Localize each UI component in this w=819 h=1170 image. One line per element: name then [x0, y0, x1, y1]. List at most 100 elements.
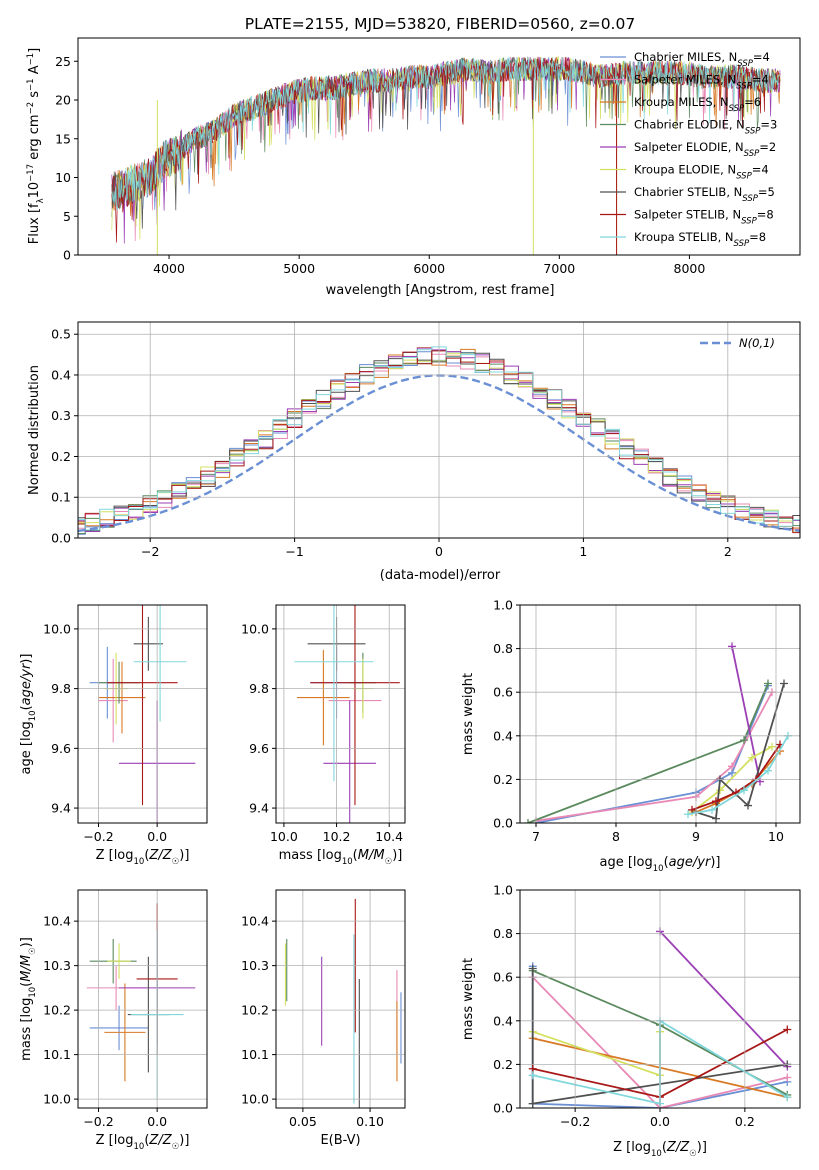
label-part: 10 — [653, 864, 664, 874]
label-part: 10 — [134, 1142, 145, 1152]
x-axis-label: E(B-V) — [320, 1133, 360, 1148]
label-part: mass [log — [279, 848, 342, 863]
label-part: SSP — [734, 239, 750, 249]
label-part: )] — [19, 937, 34, 947]
label-part: ( — [144, 1133, 149, 1148]
plus-marker — [528, 1099, 537, 1108]
legend-entry: Chabrier STELIB, NSSP=5 — [634, 185, 775, 204]
y-tick-label: 10.2 — [241, 1003, 269, 1018]
chart-age-vs-mass: 10.0 10.2 10.4 9.4 9.6 9.8 10.0 mass [log10(M/M… — [241, 604, 406, 867]
y-tick-label: 9.8 — [249, 681, 269, 696]
x-tick-label: 10.0 — [270, 829, 298, 844]
label-part: age/yr — [669, 855, 712, 870]
label-part: ☉ — [385, 857, 393, 867]
plus-marker — [748, 753, 756, 762]
label-part: =6 — [744, 95, 761, 109]
axes-frame — [275, 889, 406, 1109]
y-tick-label: 0.8 — [493, 926, 513, 941]
label-part: 10 — [342, 857, 353, 867]
label-part: Chabrier STELIB, N — [634, 185, 742, 199]
x-tick-label: 0.10 — [356, 1114, 384, 1129]
plus-marker — [783, 1025, 792, 1034]
x-tick-label: 8 — [612, 829, 620, 844]
plus-marker — [528, 1071, 537, 1080]
error-point — [98, 658, 128, 743]
axes-frame — [77, 321, 801, 539]
y-tick-label: 10.0 — [241, 1092, 269, 1107]
spectrum-line — [111, 56, 781, 243]
label-part: ( — [144, 848, 149, 863]
y-tick-label: 25 — [55, 54, 71, 69]
label-part: M/M — [19, 955, 34, 982]
y-tick-label: 0.0 — [493, 816, 513, 831]
label-part: =8 — [757, 208, 774, 222]
label-part: Z/Z — [666, 1140, 690, 1155]
chart-spectrum: 4000 5000 6000 7000 8000 0 5 10 15 20 25 Chabrier M… — [26, 37, 801, 298]
y-tick-label: 0.8 — [493, 641, 513, 656]
y-tick-label: 1.0 — [493, 883, 513, 898]
error-point — [107, 943, 131, 979]
y-axis-label: mass [log10(M/M☉)] — [19, 937, 38, 1061]
y-tick-label: 9.8 — [51, 681, 71, 696]
figure-title: PLATE=2155, MJD=53820, FIBERID=0560, z=0… — [245, 15, 635, 33]
y-tick-label: 10.3 — [43, 958, 71, 973]
label-part: Salpeter ELODIE, N — [634, 140, 744, 154]
label-part: )] — [179, 848, 189, 863]
plot-area — [86, 903, 196, 1100]
x-tick-label: 4000 — [153, 261, 185, 276]
label-part: 10 — [651, 1149, 662, 1159]
label-part: −1 — [26, 78, 36, 91]
label-part: 10 — [134, 857, 145, 867]
x-tick-label: 0.2 — [735, 1114, 755, 1129]
y-tick-label: 10.0 — [43, 621, 71, 636]
axes-frame — [519, 604, 801, 824]
label-part: 10 — [28, 710, 38, 721]
label-part: SSP — [741, 217, 757, 227]
label-part: )] — [392, 848, 402, 863]
label-part: Z/Z — [148, 848, 172, 863]
weight-series — [535, 691, 773, 822]
label-part: SSP — [736, 172, 752, 182]
y-tick-label: 5 — [63, 209, 71, 224]
x-axis-label: Z [log10(Z/Z☉)] — [613, 1140, 707, 1159]
y-axis-label: mass weight — [461, 958, 476, 1040]
label-part: ( — [19, 982, 34, 987]
label-part: ( — [19, 705, 34, 710]
axes-frame — [275, 604, 406, 824]
x-axis-label: mass [log10(M/M☉)] — [279, 848, 403, 867]
y-tick-label: 10.0 — [43, 1092, 71, 1107]
x-tick-label: 10.4 — [375, 829, 403, 844]
x-tick-label: 6000 — [413, 261, 445, 276]
x-tick-label: 0.0 — [650, 1114, 670, 1129]
plus-marker — [744, 801, 752, 810]
label-part: SSP — [744, 149, 760, 159]
plus-marker — [712, 797, 720, 806]
label-part: 10 — [27, 182, 42, 199]
plus-marker — [740, 786, 748, 795]
weight-series — [535, 685, 769, 823]
legend-entry: N(0,1) — [739, 336, 775, 350]
legend-entry: Kroupa STELIB, NSSP=8 — [634, 230, 766, 249]
x-tick-label: 0.0 — [147, 1114, 167, 1129]
label-part: Flux [f — [27, 203, 42, 244]
weight-series — [659, 930, 788, 1068]
plot-area — [524, 642, 792, 823]
weight-series — [691, 745, 773, 813]
legend-entry: Salpeter STELIB, NSSP=8 — [634, 208, 774, 227]
legend-entry: Salpeter ELODIE, NSSP=2 — [634, 140, 776, 159]
label-part: SSP — [736, 82, 752, 92]
label-part: SSP — [737, 59, 753, 69]
label-part: mass [log — [19, 998, 34, 1061]
y-tick-label: 1.0 — [493, 598, 513, 613]
y-tick-label: 0.2 — [493, 1057, 513, 1072]
chart-mass-vs-Z: −0.2 0.010.010.110.210.310.4Z [log10(Z/Z☉… — [19, 889, 208, 1152]
label-part: Chabrier MILES, N — [634, 50, 737, 64]
label-part: ( — [353, 848, 358, 863]
chart-mass-weight-vs-Z: −0.2 0.0 0.2 0.0 0.2 0.4 0.6 0.8 1.0 Z [log10(Z/Z… — [461, 883, 801, 1159]
error-point — [104, 983, 146, 1082]
label-part: )] — [19, 654, 34, 664]
plus-marker — [524, 819, 532, 823]
label-part: −17 — [26, 164, 36, 182]
x-tick-label: −0.2 — [83, 829, 113, 844]
